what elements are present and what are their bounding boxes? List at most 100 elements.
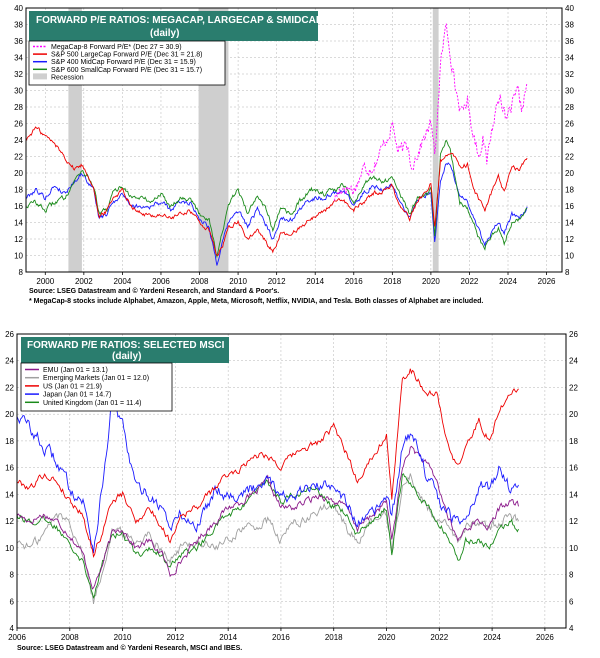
y-tick-label-left: 26 (14, 120, 23, 129)
y-tick-label-right: 20 (569, 410, 578, 419)
source-note: Source: LSEG Datastream and © Yardeni Re… (17, 644, 242, 652)
y-axis-right: 4 6 8 10 12 14 16 18 20 22 24 26 (569, 330, 578, 633)
source-note: Source: LSEG Datastream and © Yardeni Re… (29, 287, 279, 295)
y-tick-label-left: 28 (14, 103, 23, 112)
plot-frame (25, 7, 563, 273)
y-tick-label-right: 26 (565, 120, 574, 129)
y-tick-label-right: 24 (565, 136, 574, 145)
y-tick-label-right: 22 (569, 383, 578, 392)
y-tick-label-right: 32 (565, 70, 574, 79)
series-line (25, 139, 528, 259)
legend-label: Emerging Markets (Jan 01 = 12.0) (43, 375, 149, 382)
y-tick-label-left: 24 (5, 357, 14, 366)
x-tick-label: 2000 (36, 277, 54, 286)
y-tick-label-left: 20 (14, 169, 23, 178)
y-tick-label-left: 18 (5, 437, 14, 446)
y-tick-label-right: 34 (565, 54, 574, 63)
legend-label: Japan (Jan 01 = 14.7) (43, 392, 111, 399)
series-line (16, 473, 519, 600)
y-tick-label-left: 36 (14, 37, 23, 46)
legend-label: S&P 400 MidCap Forward P/E (Dec 31 = 15.… (51, 59, 196, 66)
legend (28, 40, 226, 86)
y-axis-left: 4 6 8 10 12 14 16 18 20 22 24 26 (5, 330, 14, 633)
y-tick-label-left: 8 (10, 571, 15, 580)
y-tick-label-left: 22 (5, 383, 14, 392)
y-tick-label-right: 40 (565, 4, 574, 13)
x-axis: 2006 2008 2010 2012 2014 2016 2018 2020 2022 2024… (8, 628, 554, 642)
y-tick-label-right: 16 (569, 464, 578, 473)
x-tick-label: 2012 (166, 633, 184, 642)
y-tick-label-left: 24 (14, 136, 23, 145)
y-tick-label-right: 36 (565, 37, 574, 46)
legend (20, 362, 173, 412)
x-tick-label: 2016 (272, 633, 290, 642)
y-tick-label-left: 38 (14, 21, 23, 30)
y-tick-label-left: 18 (14, 186, 23, 195)
y-tick-label-left: 4 (10, 624, 15, 633)
x-tick-label: 2008 (61, 633, 79, 642)
x-tick-label: 2010 (114, 633, 132, 642)
x-tick-label: 2024 (483, 633, 501, 642)
y-tick-label-left: 20 (5, 410, 14, 419)
x-tick-label: 2004 (114, 277, 132, 286)
plot-frame (16, 333, 567, 629)
legend-entries: EMU (Jan 01 = 13.1)Emerging Markets (Jan… (25, 367, 149, 407)
y-tick-label-left: 16 (14, 202, 23, 211)
y-tick-label-left: 10 (14, 252, 23, 261)
x-tick-label: 2022 (430, 633, 448, 642)
legend-swatch-recession (33, 73, 47, 80)
y-tick-label-left: 26 (5, 330, 14, 339)
legend-label: S&P 500 LargeCap Forward P/E (Dec 31 = 2… (51, 52, 202, 59)
legend-label: Recession (51, 74, 84, 81)
legend-label: US (Jan 01 = 21.9) (43, 383, 102, 390)
x-tick-label: 2006 (8, 633, 26, 642)
x-tick-label: 2012 (268, 277, 286, 286)
footnote: * MegaCap-8 stocks include Alphabet, Ama… (29, 298, 483, 305)
y-tick-label-right: 22 (565, 153, 574, 162)
series-line (25, 126, 528, 257)
y-tick-label-left: 12 (14, 235, 23, 244)
y-tick-label-right: 8 (565, 268, 570, 277)
y-tick-label-right: 18 (569, 437, 578, 446)
chart-title: FORWARD P/E RATIOS: MEGACAP, LARGECAP & … (36, 15, 323, 26)
y-tick-label-right: 18 (565, 186, 574, 195)
chart-title-box (21, 337, 229, 363)
y-tick-label-right: 38 (565, 21, 574, 30)
chart-title: FORWARD P/E RATIOS: SELECTED MSCI (27, 340, 225, 351)
series-line (16, 473, 519, 604)
y-tick-label-left: 10 (5, 544, 14, 553)
y-tick-label-right: 12 (565, 235, 574, 244)
x-tick-label: 2020 (378, 633, 396, 642)
legend-entries: MegaCap-8 Forward P/E* (Dec 27 = 30.9)S&… (33, 44, 202, 81)
y-tick-label-left: 34 (14, 54, 23, 63)
y-tick-label-right: 4 (569, 624, 574, 633)
y-tick-label-right: 14 (569, 490, 578, 499)
chart-title-box (29, 11, 318, 41)
legend-label: S&P 600 SmallCap Forward P/E (Dec 31 = 1… (51, 67, 202, 74)
series-lines (25, 23, 528, 266)
y-tick-label-left: 12 (5, 517, 14, 526)
y-tick-label-right: 20 (565, 169, 574, 178)
y-tick-label-right: 30 (565, 87, 574, 96)
y-tick-label-left: 14 (5, 490, 14, 499)
x-tick-label: 2010 (229, 277, 247, 286)
y-tick-label-right: 24 (569, 357, 578, 366)
chart-subtitle: (daily) (112, 351, 141, 362)
y-tick-label-right: 10 (569, 544, 578, 553)
x-tick-label: 2018 (325, 633, 343, 642)
y-axis-right: 8 10 12 14 16 18 20 22 24 26 28 30 32 34 36 38 40 (565, 4, 574, 277)
y-tick-label-right: 6 (569, 597, 574, 606)
series-line (16, 368, 519, 559)
x-tick-label: 2008 (191, 277, 209, 286)
legend-label: EMU (Jan 01 = 13.1) (43, 367, 108, 374)
y-tick-label-right: 12 (569, 517, 578, 526)
x-tick-label: 2014 (306, 277, 324, 286)
y-tick-label-left: 32 (14, 70, 23, 79)
y-tick-label-left: 16 (5, 464, 14, 473)
legend-label: United Kingdom (Jan 01 = 11.4) (43, 400, 142, 407)
series-line (25, 162, 528, 266)
x-tick-label: 2026 (538, 277, 556, 286)
y-tick-label-left: 14 (14, 219, 23, 228)
